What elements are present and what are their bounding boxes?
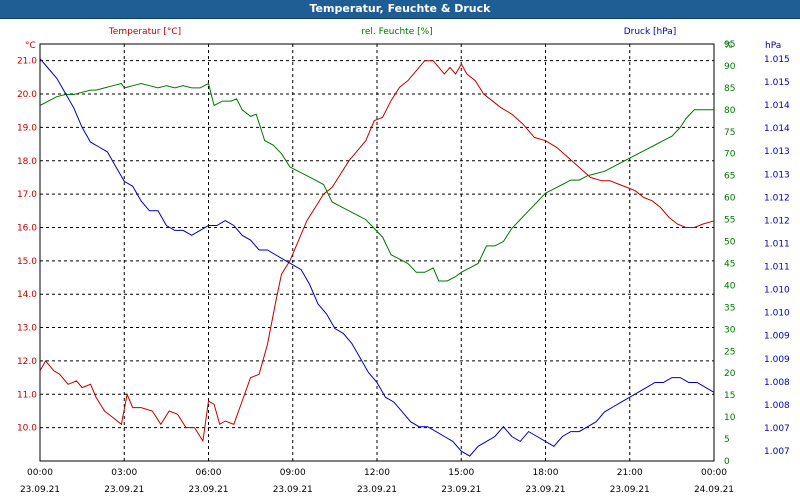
pressure-unit-label: hPa (765, 41, 781, 51)
date-tick-label: 23.09.21 (104, 485, 144, 495)
date-tick-label: 23.09.21 (441, 485, 481, 495)
temperature-tick-label: 13.0 (17, 324, 37, 334)
pressure-tick-label: 1.007 (764, 447, 790, 457)
humidity-tick-label: 45 (724, 259, 735, 269)
humidity-tick-label: % (724, 41, 733, 51)
date-tick-label: 24.09.21 (694, 485, 734, 495)
series-line-humidity (39, 82, 714, 282)
pressure-tick-label: 1.014 (764, 101, 790, 111)
date-tick-label: 23.09.21 (357, 485, 397, 495)
series-name-humidity: rel. Feuchte [%] (361, 27, 432, 37)
time-tick-label: 09:00 (280, 468, 306, 478)
pressure-tick-label: 1.012 (764, 193, 790, 203)
pressure-tick-label: 1.009 (764, 332, 790, 342)
pressure-tick-label: 1.015 (764, 78, 790, 88)
pressure-tick-label: 1.010 (764, 309, 790, 319)
window-titlebar: Temperatur, Feuchte & Druck (0, 0, 800, 19)
temperature-tick-label: 12.0 (17, 357, 37, 367)
humidity-tick-label: 60 (724, 194, 736, 204)
temperature-tick-label: 16.0 (17, 223, 37, 233)
humidity-tick-label: 55 (724, 216, 735, 226)
pressure-tick-label: 1.008 (764, 378, 790, 388)
pressure-tick-label: 1.008 (764, 401, 790, 411)
time-tick-label: 21:00 (617, 468, 643, 478)
series-name-temperature: Temperatur [°C] (108, 27, 181, 37)
humidity-axis-ticks: 0 5 10 15 20 25 30 35 40 45 50 55 60 65 70 75 80 85 90 95% (724, 40, 736, 467)
temperature-tick-label: 17.0 (17, 190, 37, 200)
pressure-tick-label: 1.011 (764, 263, 790, 273)
humidity-tick-label: 85 (724, 84, 735, 94)
pressure-tick-label: 1.012 (764, 216, 790, 226)
temperature-tick-label: 18.0 (17, 157, 37, 167)
series-line-pressure (39, 58, 715, 457)
pressure-tick-label: 1.013 (764, 147, 790, 157)
series-name-pressure: Druck [hPa] (624, 27, 677, 37)
pressure-tick-label: 1.013 (764, 170, 790, 180)
pressure-tick-label: 1.010 (764, 286, 790, 296)
temperature-tick-label: 11.0 (17, 390, 37, 400)
pressure-tick-label: 1.015 (764, 55, 790, 65)
time-tick-label: 06:00 (196, 468, 222, 478)
humidity-tick-label: 95 (724, 40, 735, 50)
humidity-tick-label: 50 (724, 238, 736, 248)
humidity-tick-label: 10 (724, 413, 736, 423)
temperature-tick-label: 14.0 (17, 290, 37, 300)
time-tick-label: 03:00 (111, 468, 137, 478)
pressure-axis-ticks: 1.007 1.007 1.008 1.008 1.009 1.009 1.010 1.010… (764, 55, 790, 457)
pressure-tick-label: 1.007 (764, 424, 790, 434)
gridlines (40, 44, 714, 461)
temperature-tick-label: 20.0 (17, 90, 37, 100)
series-lines (39, 58, 715, 457)
temperature-axis-ticks: 10.0 11.0 12.0 13.0 14.0 15.0 16.0 17.0 18.0 19.0… (17, 57, 37, 434)
time-tick-label: 00:00 (27, 468, 53, 478)
humidity-tick-label: 5 (724, 435, 730, 445)
humidity-tick-label: 25 (724, 347, 735, 357)
humidity-tick-label: 20 (724, 369, 736, 379)
plot-area (39, 43, 715, 462)
time-tick-label: 15:00 (448, 468, 474, 478)
series-line-temperature (39, 60, 715, 443)
time-axis-ticks: 00:00 23.09.21 03:00 23.09.21 06:00 23.09.21 0… (20, 468, 734, 495)
humidity-tick-label: 75 (724, 128, 735, 138)
pressure-tick-label: 1.009 (764, 355, 790, 365)
date-tick-label: 23.09.21 (20, 485, 60, 495)
humidity-tick-label: 90 (724, 62, 736, 72)
temperature-tick-label: 21.0 (17, 57, 37, 67)
date-tick-label: 23.09.21 (188, 485, 228, 495)
humidity-tick-label: 65 (724, 172, 735, 182)
humidity-tick-label: 80 (724, 106, 736, 116)
temperature-unit-label: °C (25, 41, 36, 51)
window-title: Temperatur, Feuchte & Druck (309, 2, 491, 15)
humidity-tick-label: 35 (724, 303, 735, 313)
temperature-tick-label: 15.0 (17, 257, 37, 267)
temperature-tick-label: 10.0 (17, 424, 37, 434)
time-tick-label: 00:00 (701, 468, 727, 478)
pressure-tick-label: 1.014 (764, 124, 790, 134)
humidity-tick-label: 15 (724, 391, 735, 401)
temperature-tick-label: 19.0 (17, 123, 37, 133)
humidity-tick-label: 70 (724, 150, 736, 160)
humidity-tick-label: 0 (724, 457, 730, 467)
time-tick-label: 18:00 (533, 468, 559, 478)
time-tick-label: 12:00 (364, 468, 390, 478)
date-tick-label: 23.09.21 (273, 485, 313, 495)
humidity-tick-label: 40 (724, 281, 736, 291)
humidity-tick-label: 30 (724, 325, 736, 335)
date-tick-label: 23.09.21 (610, 485, 650, 495)
date-tick-label: 23.09.21 (525, 485, 565, 495)
pressure-tick-label: 1.011 (764, 239, 790, 249)
